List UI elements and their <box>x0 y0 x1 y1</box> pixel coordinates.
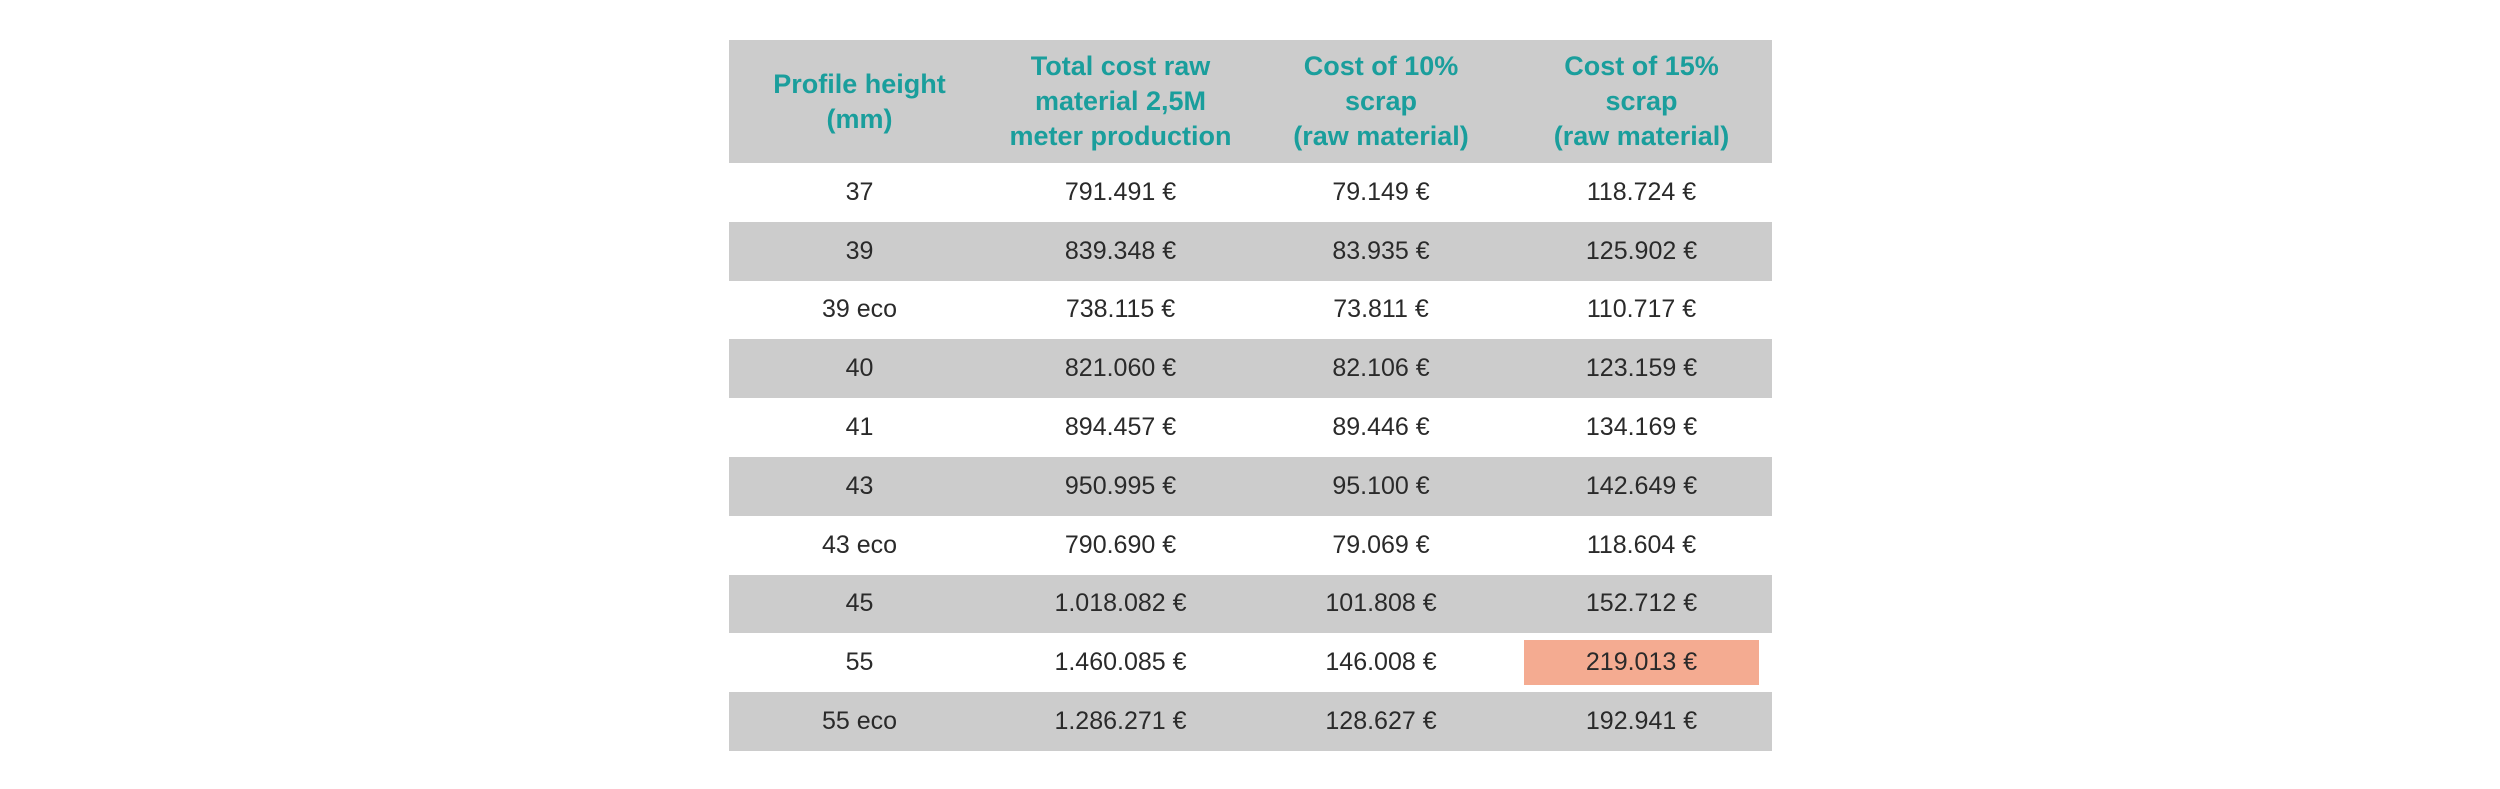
header-row: Profile height (mm) Total cost raw mater… <box>729 40 1772 163</box>
cost-10-cell: 79.069 € <box>1332 530 1430 559</box>
cost-15-cell: 118.724 € <box>1586 177 1697 206</box>
table-row: 40 821.060 € 82.106 € 123.159 € <box>729 339 1772 399</box>
cost-10-cell: 101.808 € <box>1325 589 1437 618</box>
header-cost-15-scrap: Cost of 15% scrap (raw material) <box>1553 51 1730 151</box>
total-cost-cell: 790.690 € <box>1064 530 1177 559</box>
profile-height-cell: 40 <box>845 354 874 383</box>
cost-15-cell: 110.717 € <box>1586 295 1697 324</box>
header-total-cost: Total cost raw material 2,5M meter produ… <box>1009 51 1232 151</box>
profile-height-cell: 45 <box>845 589 874 618</box>
highlighted-value: 219.013 € <box>1585 648 1698 677</box>
total-cost-cell: 839.348 € <box>1064 236 1177 265</box>
cost-15-cell: 118.604 € <box>1586 530 1697 559</box>
profile-height-cell: 43 eco <box>821 530 898 559</box>
highlight-box <box>1524 640 1759 686</box>
profile-height-cell: 41 <box>845 413 874 442</box>
cost-10-cell: 95.100 € <box>1332 471 1430 500</box>
total-cost-cell: 791.491 € <box>1064 177 1177 206</box>
cost-10-cell: 79.149 € <box>1332 177 1430 206</box>
profile-height-cell: 55 <box>845 648 874 677</box>
table-row: 39 839.348 € 83.935 € 125.902 € <box>729 221 1772 281</box>
header-profile-height: Profile height (mm) <box>773 68 946 134</box>
total-cost-cell: 1.286.271 € <box>1054 707 1187 736</box>
cost-10-cell: 128.627 € <box>1325 707 1437 736</box>
cost-table: Profile height (mm) Total cost raw mater… <box>729 40 1772 751</box>
table-row: 43 950.995 € 95.100 € 142.649 € <box>729 456 1772 516</box>
cost-15-cell: 192.941 € <box>1585 707 1698 736</box>
total-cost-cell: 1.460.085 € <box>1054 648 1187 677</box>
profile-height-cell: 43 <box>845 471 874 500</box>
table-row: 41 894.457 € 89.446 € 134.169 € <box>729 398 1772 457</box>
cost-table-container: Profile height (mm) Total cost raw mater… <box>729 40 1772 751</box>
cost-10-cell: 146.008 € <box>1325 648 1437 677</box>
profile-height-cell: 37 <box>845 177 874 206</box>
table-row: 39 eco 738.115 € 73.811 € 110.717 € <box>729 281 1772 340</box>
cost-15-cell: 134.169 € <box>1585 413 1698 442</box>
table-row: 43 eco 790.690 € 79.069 € 118.604 € <box>729 516 1772 575</box>
cost-10-cell: 73.811 € <box>1333 295 1429 324</box>
total-cost-cell: 950.995 € <box>1064 471 1177 500</box>
profile-height-cell: 55 eco <box>821 707 898 736</box>
header-cost-10-scrap: Cost of 10% scrap (raw material) <box>1293 51 1469 151</box>
cost-10-cell: 83.935 € <box>1332 236 1430 265</box>
cost-10-cell: 89.446 € <box>1332 413 1430 442</box>
table-row: 37 791.491 € 79.149 € 118.724 € <box>729 163 1772 222</box>
cost-15-cell: 152.712 € <box>1585 589 1698 618</box>
table-row: 55 eco 1.286.271 € 128.627 € 192.941 € <box>729 692 1772 751</box>
table-row: 55 1.460.085 € 146.008 € 219.013 € <box>729 633 1772 692</box>
cost-10-cell: 82.106 € <box>1332 354 1430 383</box>
total-cost-cell: 894.457 € <box>1064 413 1177 442</box>
cost-15-cell: 125.902 € <box>1585 236 1698 265</box>
total-cost-cell: 1.018.082 € <box>1054 589 1187 618</box>
total-cost-cell: 821.060 € <box>1064 354 1177 383</box>
cost-15-cell: 142.649 € <box>1585 471 1698 500</box>
profile-height-cell: 39 <box>845 236 874 265</box>
table-body: 37 791.491 € 79.149 € 118.724 € 39 839.3… <box>729 163 1772 751</box>
total-cost-cell: 738.115 € <box>1065 295 1176 324</box>
table-row: 45 1.018.082 € 101.808 € 152.712 € <box>729 574 1772 634</box>
cost-15-cell: 123.159 € <box>1585 354 1698 383</box>
table-header: Profile height (mm) Total cost raw mater… <box>729 40 1772 163</box>
profile-height-cell: 39 eco <box>821 295 898 324</box>
cost-15-cell-highlighted: 219.013 € <box>1511 633 1772 692</box>
